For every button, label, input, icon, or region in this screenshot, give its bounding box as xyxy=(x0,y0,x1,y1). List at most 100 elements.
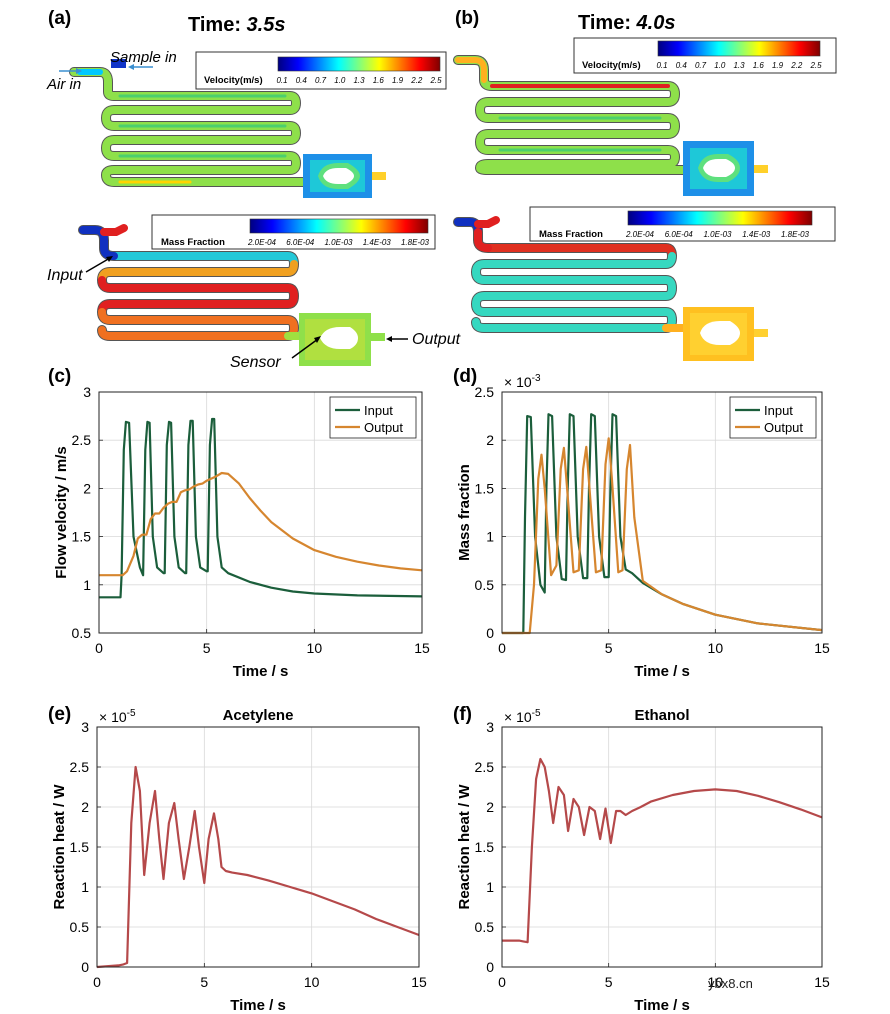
colorbar-tick: 0.4 xyxy=(676,61,688,70)
x-tick-label: 10 xyxy=(708,974,724,990)
panel-label-c: (c) xyxy=(48,366,71,387)
x-tick-label: 15 xyxy=(814,640,830,656)
colorbar-tick: 2.5 xyxy=(809,61,822,70)
axes-box xyxy=(98,391,423,634)
y-tick-label: 1.5 xyxy=(70,839,90,855)
colorbar-tick: 1.4E-03 xyxy=(742,230,771,239)
y-tick-label: 2 xyxy=(486,432,494,448)
panel-f: (f) 0 5 10 15 0 0.5 1 1.5 2 2.5 3 Time / s Reaction … xyxy=(453,704,830,1014)
x-axis-label: Time / s xyxy=(230,997,286,1014)
y-tick-label: 0.5 xyxy=(70,919,90,935)
mass-colorbar-a: Mass Fraction 2.0E-04 6.0E-04 1.0E-03 1.4E-… xyxy=(151,214,436,250)
velocity-colorbar-b: Velocity(m/s) 0.1 0.4 0.7 1.0 1.3 1.6 1.9 2.2 2.… xyxy=(573,37,837,74)
y-tick-label: 2.5 xyxy=(475,759,495,775)
colorbar-tick: 2.0E-04 xyxy=(625,230,655,239)
series-line-input xyxy=(502,413,823,635)
x-axis-label: Time / s xyxy=(233,663,289,680)
y-exponent-label: × 10-5 xyxy=(504,708,541,725)
x-tick-label: 5 xyxy=(203,640,211,656)
colorbar-tick: 2.2 xyxy=(410,76,423,85)
series-line-output xyxy=(99,471,423,577)
y-tick-label: 2 xyxy=(81,799,89,815)
panel-label-f: (f) xyxy=(453,704,472,725)
time-title-a: Time: 3.5s xyxy=(188,14,285,36)
time-title-b: Time: 4.0s xyxy=(578,12,675,34)
colorbar-tick: 0.1 xyxy=(656,61,667,70)
input-label: Input xyxy=(47,267,83,284)
y-tick-label: 1 xyxy=(486,879,494,895)
colorbar-tick: 0.4 xyxy=(296,76,308,85)
mass-colorbar-title-b: Mass Fraction xyxy=(539,229,603,240)
colorbar-tick: 1.9 xyxy=(772,61,784,70)
x-tick-label: 15 xyxy=(411,974,427,990)
x-tick-label: 5 xyxy=(200,974,208,990)
colorbar-tick: 1.3 xyxy=(353,76,365,85)
colorbar-tick: 1.8E-03 xyxy=(401,238,430,247)
y-tick-label: 0.5 xyxy=(475,577,495,593)
y-tick-label: 3 xyxy=(486,719,494,735)
sample-in-label: Sample in xyxy=(110,49,177,66)
legend-entry: Input xyxy=(364,403,393,418)
colorbar-tick: 1.6 xyxy=(753,61,765,70)
x-tick-label: 10 xyxy=(708,640,724,656)
legend: Input Output xyxy=(329,396,417,439)
colorbar-tick: 1.3 xyxy=(733,61,745,70)
annotations-a: Sample in Air in xyxy=(46,49,177,93)
x-tick-label: 15 xyxy=(814,974,830,990)
x-tick-label: 10 xyxy=(304,974,320,990)
y-axis-label: Mass fraction xyxy=(456,464,473,561)
watermark: ybx8.cn xyxy=(708,976,753,991)
y-tick-label: 1.5 xyxy=(475,839,495,855)
panel-b: (b) Time: 4.0s Velocity(m/s) 0.1 0.4 0.7 1.… xyxy=(453,8,837,361)
panel-label-b: (b) xyxy=(455,8,479,29)
mass-colorbar-b: Mass Fraction 2.0E-04 6.0E-04 1.0E-03 1.4E-… xyxy=(529,206,836,242)
legend-entry: Output xyxy=(364,420,403,435)
y-tick-label: 2.5 xyxy=(70,759,90,775)
series-line-output xyxy=(502,437,823,635)
colorbar-tick: 2.5 xyxy=(429,76,442,85)
axes-box xyxy=(501,391,823,634)
colorbar-tick: 1.4E-03 xyxy=(363,238,392,247)
velocity-colorbar-title: Velocity(m/s) xyxy=(204,75,263,86)
x-tick-label: 5 xyxy=(605,974,613,990)
velocity-colorbar-gradient-b xyxy=(657,40,821,57)
y-tick-label: 0 xyxy=(486,625,494,641)
y-tick-label: 0 xyxy=(486,959,494,975)
axes-box xyxy=(501,726,823,968)
x-tick-label: 10 xyxy=(307,640,323,656)
sensor-chamber-mass-a xyxy=(299,313,385,366)
y-axis-label: Flow velocity / m/s xyxy=(53,446,70,579)
panel-label-a: (a) xyxy=(48,8,71,29)
colorbar-tick: 0.7 xyxy=(695,61,707,70)
panel-label-d: (d) xyxy=(453,366,477,387)
air-in-label: Air in xyxy=(46,76,81,93)
y-tick-label: 1 xyxy=(81,879,89,895)
y-tick-label: 1.5 xyxy=(72,529,92,545)
y-tick-label: 2 xyxy=(486,799,494,815)
y-tick-label: 2.5 xyxy=(72,432,92,448)
colorbar-tick: 6.0E-04 xyxy=(286,238,315,247)
y-tick-label: 0.5 xyxy=(72,625,92,641)
y-tick-label: 1 xyxy=(486,529,494,545)
series-line-heat xyxy=(502,757,823,944)
colorbar-tick: 1.0E-03 xyxy=(324,238,353,247)
sensor-chamber-velocity-a xyxy=(303,154,386,198)
y-tick-label: 1 xyxy=(83,577,91,593)
y-tick-label: 0.5 xyxy=(475,919,495,935)
colorbar-tick: 0.1 xyxy=(276,76,287,85)
chart-title: Ethanol xyxy=(635,707,690,724)
y-tick-label: 3 xyxy=(81,719,89,735)
legend-entry: Output xyxy=(764,420,803,435)
sensor-chamber-mass-b xyxy=(683,307,768,361)
series-line-heat xyxy=(96,765,420,969)
panel-d: (d) 0 5 10 15 0 0.5 1 1.5 2 2.5 Time / s Mass fract… xyxy=(453,366,830,680)
colorbar-tick: 0.7 xyxy=(315,76,327,85)
colorbar-tick: 2.0E-04 xyxy=(247,238,277,247)
sample-inlet-a xyxy=(111,59,126,68)
colorbar-tick: 1.8E-03 xyxy=(781,230,810,239)
velocity-colorbar-title-b: Velocity(m/s) xyxy=(582,60,641,71)
mass-colorbar-title: Mass Fraction xyxy=(161,237,225,248)
mass-colorbar-gradient xyxy=(249,218,429,234)
chart-title: Acetylene xyxy=(223,707,294,724)
